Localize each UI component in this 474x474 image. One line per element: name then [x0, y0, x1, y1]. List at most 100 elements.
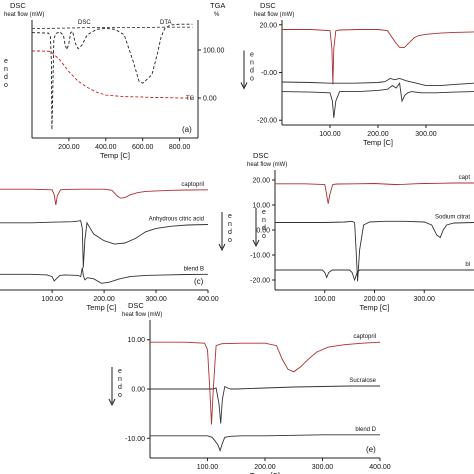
- x-tick-label: 200.00: [93, 296, 115, 303]
- panel-label: (e): [366, 445, 376, 454]
- y-axis-title: DSC: [260, 1, 276, 10]
- endo-arrow-head: [240, 82, 248, 90]
- endo-arrow-head: [218, 243, 226, 252]
- x-tick-label: 300.00: [414, 296, 436, 303]
- panel-e: 100.00 200.00 300.00 400.00 Temp [C] 10.00 0.0…: [108, 301, 391, 474]
- series-line-2: [275, 269, 474, 282]
- y-axis-title: DSC: [253, 151, 269, 160]
- y2-axis-unit: %: [214, 12, 220, 18]
- x-tick-label: 200.00: [254, 464, 276, 471]
- x-tick-label: 400.00: [95, 144, 117, 151]
- y-axis-unit: heat flow (mW): [4, 12, 44, 18]
- y-tick-label: -20.00: [257, 118, 277, 125]
- x-tick-label: 200.00: [367, 131, 389, 138]
- endo-letter: d: [250, 68, 254, 75]
- y2-axis-title: TGA: [210, 1, 225, 10]
- x-axis-label: Temp [C]: [86, 303, 116, 312]
- y-tick-label: 10.00: [252, 203, 270, 210]
- endo-letter: e: [262, 209, 266, 216]
- y-tick-label: -10.00: [125, 436, 145, 443]
- series-line-0: [275, 182, 474, 204]
- x-axis-label: Temp [C]: [100, 151, 130, 160]
- endo-letter: e: [4, 58, 8, 65]
- series-label: DTA: [160, 20, 172, 26]
- endo-letter: d: [4, 74, 8, 81]
- x-tick-label: 400.00: [369, 464, 391, 471]
- endo-letter: o: [262, 233, 266, 240]
- y-tick-label: -10.00: [250, 253, 270, 260]
- series-line-2: [150, 434, 380, 452]
- y-tick-label: 20.00: [252, 178, 270, 185]
- x-tick-label: 600.00: [132, 144, 154, 151]
- y-axis-unit: heat flow (mW): [247, 162, 287, 168]
- x-tick-label: 300.00: [312, 464, 334, 471]
- x-axis-label: Temp [C]: [359, 303, 389, 312]
- x-tick-label: 100.00: [197, 464, 219, 471]
- endo-letter: n: [228, 221, 232, 228]
- series-line-1: [0, 220, 209, 268]
- series-label: TG: [186, 96, 195, 102]
- series-label: blend D: [355, 427, 376, 433]
- endo-letter: o: [250, 76, 254, 83]
- y-tick-label: -20.00: [250, 278, 270, 285]
- x-tick-label: 200.00: [364, 296, 386, 303]
- panel-a: 200.00 400.00 600.00 800.00 Temp [C] DSC heat …: [4, 1, 225, 160]
- series-label: Sucralose: [349, 378, 376, 384]
- y-tick-label: -0.00: [261, 70, 277, 77]
- series-line-2: [32, 26, 193, 29]
- series-line-1: [281, 78, 474, 87]
- series-line-2: [281, 82, 474, 118]
- endo-letter: d: [118, 384, 122, 391]
- y-tick-label: 0.00: [256, 228, 270, 235]
- panel-d: 100.00 200.00 300.00 Temp [C] 20.00 10.00 0.00…: [247, 151, 474, 312]
- x-tick-label: 300.00: [145, 296, 167, 303]
- series-line-0: [150, 341, 381, 425]
- y-axis-title: DSC: [128, 301, 144, 310]
- series-label: blend B: [184, 266, 204, 272]
- endo-arrow-head: [108, 398, 116, 407]
- y-axis-unit: heat flow (mW): [254, 12, 294, 18]
- endo-letter: o: [118, 392, 122, 399]
- series-line-1: [275, 220, 474, 282]
- series-line-1: [32, 50, 193, 99]
- series-line-0: [31, 23, 193, 130]
- x-tick-label: 100.00: [41, 296, 63, 303]
- series-label: bl: [465, 262, 470, 268]
- x-tick-label: 100.00: [319, 131, 341, 138]
- endo-letter: n: [262, 217, 266, 224]
- endo-letter: n: [250, 60, 254, 67]
- endo-letter: o: [4, 82, 8, 89]
- series-label: Sodium citrat: [435, 215, 470, 221]
- endo-letter: e: [228, 213, 232, 220]
- x-tick-label: 300.00: [415, 131, 437, 138]
- x-tick-label: 400.00: [197, 296, 219, 303]
- series-label: captopril: [353, 334, 376, 340]
- x-axis-label: Temp [C]: [250, 471, 280, 474]
- endo-letter: e: [118, 368, 122, 375]
- x-tick-label: 100.00: [314, 296, 336, 303]
- panel-b: 100.00 200.00 300.00 Temp [C] 20.00 -0.00 -20.…: [240, 1, 474, 147]
- y-tick-label: 10.00: [127, 337, 145, 344]
- series-line-0: [282, 29, 474, 85]
- endo-letter: d: [228, 229, 232, 236]
- series-line-2: [0, 267, 209, 284]
- series-label: captopril: [181, 182, 204, 188]
- endo-arrow-head: [252, 239, 260, 248]
- series-label: Anhydrous citric acid: [149, 216, 204, 222]
- endo-letter: n: [4, 66, 8, 73]
- y-tick-label: 0.00: [131, 387, 145, 394]
- x-tick-label: 800.00: [169, 144, 191, 151]
- panel-label: (c): [194, 277, 204, 286]
- series-label: capt: [459, 175, 471, 181]
- y2-tick-label: 100.00: [203, 48, 225, 55]
- y-axis-title: DSC: [10, 1, 26, 10]
- x-axis-label: Temp [C]: [363, 138, 393, 147]
- endo-letter: d: [262, 225, 266, 232]
- y-tick-label: 20.00: [259, 22, 277, 29]
- endo-letter: n: [118, 376, 122, 383]
- x-tick-label: 200.00: [58, 144, 80, 151]
- endo-letter: e: [250, 52, 254, 59]
- series-line-1: [150, 385, 380, 424]
